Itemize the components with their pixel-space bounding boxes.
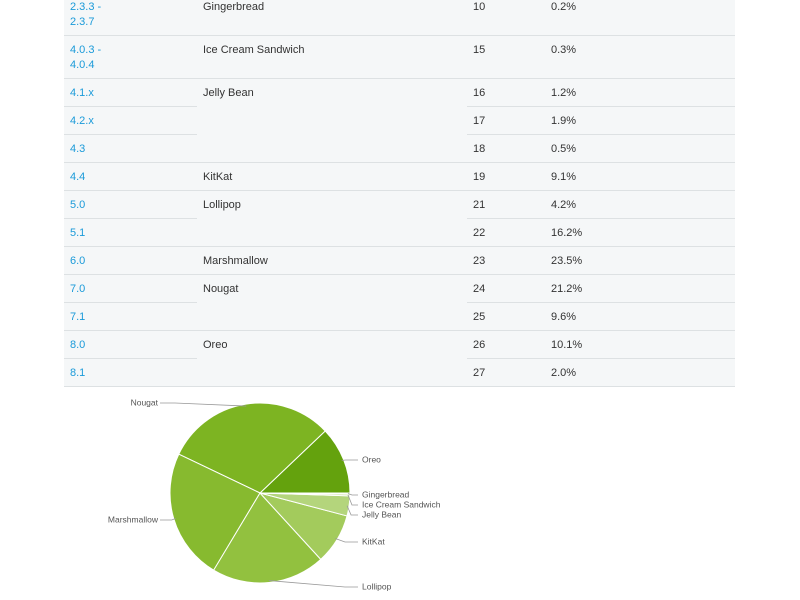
leader-line — [347, 494, 358, 506]
distribution: 9.1% — [545, 162, 735, 191]
pie-label: KitKat — [362, 536, 385, 546]
table-row: 8.0 Oreo 26 10.1% — [64, 330, 735, 387]
table-row: 5.0 Lollipop 21 4.2% — [64, 190, 735, 247]
api-level: 24 — [467, 274, 545, 303]
pie-label: Jelly Bean — [362, 509, 401, 519]
codename: Gingerbread — [197, 0, 467, 36]
api-level: 21 — [467, 190, 545, 219]
table-row: 4.0.3 - 4.0.4 Ice Cream Sandwich 15 0.3% — [64, 35, 735, 79]
table-row: 7.1 25 9.6% — [64, 302, 735, 331]
version: 6.0 — [70, 255, 86, 267]
api-level: 15 — [467, 35, 545, 79]
pie-slice — [258, 430, 351, 494]
version: 4.1.x — [70, 87, 94, 99]
version: 8.0 — [70, 339, 86, 351]
distribution: 0.5% — [545, 134, 735, 163]
distribution: 1.9% — [545, 106, 735, 135]
table-row: 2.3.3 - 2.3.7 Gingerbread 10 0.2% — [64, 0, 735, 36]
pie-label: Marshmallow — [108, 514, 159, 524]
api-level: 27 — [467, 358, 545, 387]
pie-slice — [178, 402, 326, 494]
version-cell: 8.1 — [64, 358, 197, 387]
pie-chart: Oreo Nougat Marshmallow Lollipop KitKat Jelly… — [108, 397, 441, 591]
distribution: 16.2% — [545, 218, 735, 247]
api-level: 22 — [467, 218, 545, 247]
pie-label: Gingerbread — [362, 489, 410, 499]
version-cell: 4.3 — [64, 134, 197, 163]
pie-label: Lollipop — [362, 581, 392, 591]
table-row: 7.0 Nougat 24 21.2% — [64, 274, 735, 331]
version-cell: 4.2.x — [64, 106, 197, 135]
leader-line — [346, 505, 358, 516]
distribution: 2.0% — [545, 358, 735, 387]
version: 7.0 — [70, 283, 86, 295]
api-level: 18 — [467, 134, 545, 163]
version-cell: 7.1 — [64, 302, 197, 331]
leader-line — [335, 538, 358, 543]
table-row: 4.2.x 17 1.9% — [64, 106, 735, 135]
leader-line — [347, 493, 358, 496]
pie-label: Oreo — [362, 454, 381, 464]
table-row: 8.1 27 2.0% — [64, 358, 735, 387]
version-cell: 5.0 — [64, 190, 197, 219]
table-row: 5.1 22 16.2% — [64, 218, 735, 247]
version: 5.1 — [70, 227, 86, 239]
distribution: 9.6% — [545, 302, 735, 331]
version-cell: 5.1 — [64, 218, 197, 247]
distribution: 0.2% — [545, 0, 735, 36]
version-cell: 6.0 — [64, 246, 197, 275]
version: 7.1 — [70, 311, 86, 323]
pie-label: Nougat — [131, 397, 159, 407]
api-level: 25 — [467, 302, 545, 331]
table-row: 4.4 KitKat 19 9.1% — [64, 162, 735, 191]
distribution: 1.2% — [545, 78, 735, 107]
leader-line — [268, 580, 358, 588]
codename: Marshmallow — [197, 246, 467, 275]
api-level: 26 — [467, 330, 545, 359]
table-row: 4.1.x Jelly Bean 16 1.2% — [64, 78, 735, 163]
leader-line — [160, 517, 176, 521]
codename: Ice Cream Sandwich — [197, 35, 467, 79]
api-level: 16 — [467, 78, 545, 107]
codename: Nougat — [197, 274, 467, 331]
version: 4.4 — [70, 171, 86, 183]
version-table: 2.3.3 - 2.3.7 Gingerbread 10 0.2% 4.0.3 - 4.… — [64, 0, 735, 387]
version-cell: 4.4 — [64, 162, 197, 191]
pie-label: Ice Cream Sandwich — [362, 499, 441, 509]
distribution: 21.2% — [545, 274, 735, 303]
version-cell: 4.0.3 - 4.0.4 — [64, 35, 197, 79]
api-level: 23 — [467, 246, 545, 275]
version: 4.3 — [70, 143, 86, 155]
codename: Jelly Bean — [197, 78, 467, 163]
api-level: 19 — [467, 162, 545, 191]
version: 4.2.x — [70, 115, 94, 127]
codename: Oreo — [197, 330, 467, 387]
version-cell: 7.0 — [64, 274, 197, 303]
version-cell: 2.3.3 - 2.3.7 — [64, 0, 197, 36]
codename: KitKat — [197, 162, 467, 191]
version-cell: 4.1.x — [64, 78, 197, 107]
version: 2.3.3 - 2.3.7 — [70, 1, 102, 28]
distribution: 10.1% — [545, 330, 735, 359]
table-row: 6.0 Marshmallow 23 23.5% — [64, 246, 735, 275]
api-level: 17 — [467, 106, 545, 135]
version: 5.0 — [70, 199, 86, 211]
table-row: 4.3 18 0.5% — [64, 134, 735, 163]
version-cell: 8.0 — [64, 330, 197, 359]
codename: Lollipop — [197, 190, 467, 247]
pie-slice — [213, 492, 322, 584]
distribution: 23.5% — [545, 246, 735, 275]
api-level: 10 — [467, 0, 545, 36]
leader-line — [160, 402, 247, 407]
version: 8.1 — [70, 367, 86, 379]
distribution: 0.3% — [545, 35, 735, 79]
distribution: 4.2% — [545, 190, 735, 219]
version: 4.0.3 - 4.0.4 — [70, 44, 102, 71]
